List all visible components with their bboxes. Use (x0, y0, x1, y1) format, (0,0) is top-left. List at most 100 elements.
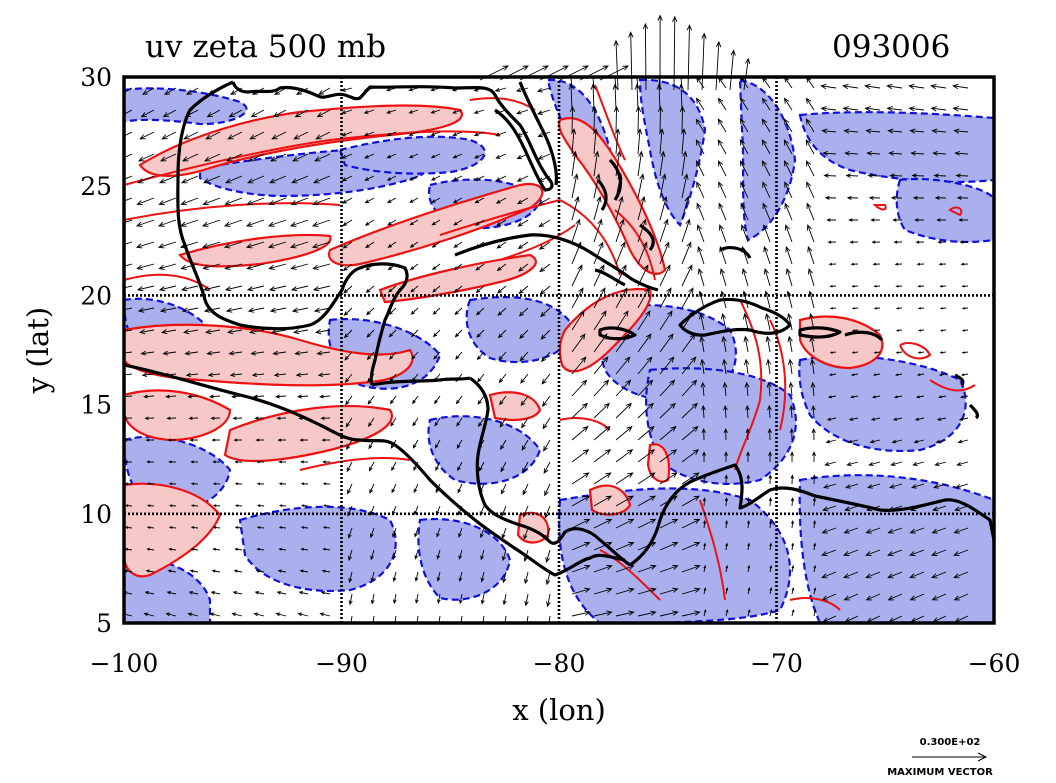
wind-vector-arrow (659, 541, 679, 551)
wind-vector-arrow (889, 173, 903, 178)
wind-vector-arrow (299, 438, 309, 442)
wind-vector-arrow (522, 483, 529, 496)
wind-vector-arrow (247, 175, 265, 184)
y-tick-label: 30 (80, 63, 112, 92)
neg-region (895, 178, 994, 244)
pos-region (124, 482, 222, 578)
wind-vector-arrow (718, 224, 727, 243)
wind-vector-arrow (431, 197, 441, 203)
pos-region (558, 288, 652, 373)
wind-vector-arrow (868, 195, 881, 200)
wind-vector-arrow (453, 219, 463, 226)
wind-vector-arrow (234, 504, 243, 507)
wind-vector-arrow (764, 312, 771, 331)
wind-vector-arrow (453, 263, 463, 271)
wind-vector-arrow (168, 460, 177, 464)
wind-vector-arrow (850, 262, 859, 266)
wind-vector-arrow (273, 372, 287, 377)
wind-vector-arrow (344, 351, 353, 361)
wind-vector-arrow (146, 482, 155, 486)
wind-vector-arrow (939, 351, 947, 354)
wind-vector-arrow (954, 505, 969, 512)
wind-vector-arrow (255, 569, 265, 573)
wind-vector-arrow (932, 150, 947, 156)
wind-vector-arrow (408, 175, 419, 181)
wind-vector-arrow (290, 285, 309, 292)
wind-vector-arrow (518, 263, 529, 272)
coastline-island-east (844, 330, 884, 342)
wind-vector-arrow (246, 285, 265, 292)
wind-vector-arrow (637, 195, 646, 221)
wind-vector-arrow (791, 608, 795, 617)
wind-vector-arrow (701, 404, 706, 419)
wind-vector-arrow (637, 218, 647, 243)
wind-vector-arrow (571, 564, 591, 573)
wind-vector-arrow (437, 593, 441, 604)
wind-vector-arrow (295, 372, 309, 377)
wind-vector-arrow (637, 541, 657, 551)
wind-vector-arrow (866, 150, 881, 156)
wind-vector-arrow (637, 264, 649, 287)
wind-vector-arrow (414, 571, 419, 582)
wind-vector-arrow (322, 547, 331, 551)
positive-contour-lines (124, 84, 976, 611)
wind-vector-arrow (805, 160, 815, 177)
wind-vector-arrow (909, 593, 925, 601)
x-axis-label: x (lon) (512, 693, 606, 727)
wind-vector-arrow (364, 175, 375, 181)
wind-vector-arrow (544, 483, 551, 497)
wind-vector-arrow (348, 571, 353, 584)
coastline-island-small (954, 373, 980, 420)
wind-vector-arrow (939, 307, 947, 310)
wind-vector-arrow (812, 474, 817, 485)
wind-vector-arrow (343, 285, 353, 294)
wind-vector-arrow (269, 175, 287, 184)
wind-vector-arrow (739, 139, 749, 155)
wind-vector-arrow (637, 425, 655, 441)
wind-vector-arrow (659, 241, 670, 265)
wind-vector-arrow (183, 328, 199, 335)
wind-vector-arrow (432, 307, 441, 315)
wind-vector-arrow (615, 287, 628, 309)
wind-vector-arrow (477, 373, 485, 383)
wind-vector-arrow (300, 504, 309, 507)
wind-vector-arrow (613, 105, 620, 133)
wind-vector-arrow (161, 131, 177, 140)
wind-vector-arrow (769, 542, 773, 551)
wind-vector-arrow (294, 350, 309, 356)
wind-vector-arrow (164, 87, 177, 95)
wind-vector-arrow (615, 173, 623, 199)
wind-vector-arrow (481, 615, 485, 623)
wind-vector-arrow (430, 87, 441, 92)
wind-vector-arrow (411, 351, 419, 360)
wind-vector-arrow (364, 197, 375, 204)
wind-vector-arrow (695, 139, 705, 155)
wind-vector-arrow (312, 263, 331, 270)
wind-vector-arrow (615, 264, 627, 287)
wind-vector-arrow (454, 285, 463, 293)
wind-vector-arrow (516, 109, 529, 115)
wind-vector-arrow (843, 527, 859, 534)
wind-vector-arrow (593, 195, 602, 221)
wind-vector-arrow (536, 87, 551, 93)
pos-region (223, 405, 393, 463)
wind-vector-arrow (637, 241, 648, 265)
wind-vector-arrow (316, 350, 331, 356)
wind-vector-arrow (959, 395, 969, 399)
wind-vector-arrow (300, 526, 309, 529)
coastline-central-america-pacific (124, 363, 626, 577)
wind-vector-arrow (271, 131, 287, 140)
wind-vector-arrow (272, 109, 287, 118)
max-vector-value: 0.300E+02 (920, 737, 981, 748)
wind-vector-arrow (543, 461, 551, 475)
wind-vector-arrow (187, 394, 199, 399)
wind-vector-arrow (367, 395, 375, 405)
wind-vector-arrow (867, 173, 881, 178)
wind-vector-arrow (205, 131, 221, 140)
wind-vector-arrow (391, 461, 397, 472)
wind-vector-arrow (571, 333, 586, 353)
wind-vector-arrow (681, 425, 699, 441)
wind-vector-arrow (204, 153, 221, 162)
wind-vector-arrow (312, 197, 331, 206)
wind-vector-arrow (591, 105, 598, 133)
